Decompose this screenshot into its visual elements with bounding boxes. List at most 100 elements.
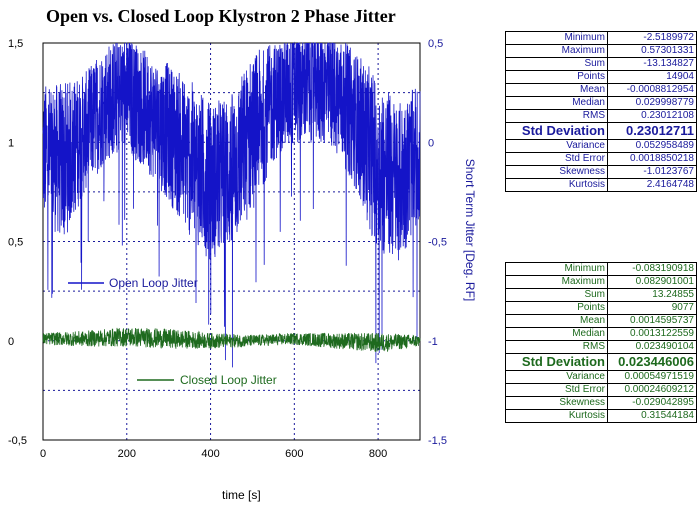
- stats-label: Skewness: [505, 396, 608, 410]
- open-loop-stats-table: Minimum -2.5189972 Maximum 0.57301331 Sum -13…: [505, 31, 697, 192]
- y2-tick-label: -1: [428, 336, 438, 348]
- stats-label: Minimum: [505, 31, 608, 45]
- stats-row: Skewness -1.0123767: [505, 165, 697, 179]
- stats-label: Sum: [505, 57, 608, 71]
- stats-row: Std Deviation 0.023446006: [505, 353, 697, 371]
- x-tick-label: 600: [285, 448, 303, 460]
- stats-row: Median 0.029998779: [505, 96, 697, 110]
- stats-row: Sum -13.134827: [505, 57, 697, 71]
- y2-axis-label: Short Term Jitter [Deg. RF]: [463, 158, 477, 302]
- stats-value: -1.0123767: [607, 165, 697, 179]
- stats-label: Std Deviation: [505, 122, 608, 140]
- legend-label-closed: Closed Loop Jitter: [180, 373, 277, 387]
- stats-label: Points: [505, 301, 608, 315]
- x-tick-label: 200: [118, 448, 136, 460]
- stats-value: 0.23012108: [607, 109, 697, 123]
- stats-label: Skewness: [505, 165, 608, 179]
- stats-row: Maximum 0.082901001: [505, 275, 697, 289]
- stats-value: -0.029042895: [607, 396, 697, 410]
- stats-row: Median 0.0013122559: [505, 327, 697, 341]
- stats-label: Minimum: [505, 262, 608, 276]
- stats-label: Maximum: [505, 44, 608, 58]
- y-tick-label: 1: [8, 137, 14, 149]
- closed-loop-series: [42, 327, 421, 353]
- stats-value: 0.0013122559: [607, 327, 697, 341]
- stats-value: -2.5189972: [607, 31, 697, 45]
- stats-label: Variance: [505, 370, 608, 384]
- stats-label: RMS: [505, 109, 608, 123]
- y-tick-label: 1,5: [8, 38, 23, 50]
- plot-frame: [42, 42, 421, 441]
- y2-tick-label: 0: [428, 137, 434, 149]
- stats-label: Std Deviation: [505, 353, 608, 371]
- stats-value: 0.23012711: [607, 122, 697, 140]
- legend: Open Loop Jitter Closed Loop Jitter: [68, 276, 277, 387]
- stats-row: Mean -0.0008812954: [505, 83, 697, 97]
- series-closed-line: [42, 327, 421, 353]
- stats-row: Maximum 0.57301331: [505, 44, 697, 58]
- y2-tick-label: 0,5: [428, 38, 443, 50]
- stats-label: RMS: [505, 340, 608, 354]
- x-tick-label: 0: [40, 448, 46, 460]
- stats-value: 13.24855: [607, 288, 697, 302]
- stats-value: -0.083190918: [607, 262, 697, 276]
- stats-value: 0.0018850218: [607, 152, 697, 166]
- stats-label: Points: [505, 70, 608, 84]
- open-loop-series: [42, 41, 421, 368]
- stats-value: 0.00054971519: [607, 370, 697, 384]
- stats-value: 0.023490104: [607, 340, 697, 354]
- stats-label: Mean: [505, 83, 608, 97]
- y-tick-label: 0: [8, 336, 14, 348]
- stats-row: Minimum -0.083190918: [505, 262, 697, 276]
- stats-value: 2.4164748: [607, 178, 697, 192]
- jitter-chart: Open Loop Jitter Closed Loop Jitter 0 200 4…: [8, 38, 447, 460]
- stats-value: 14904: [607, 70, 697, 84]
- stats-label: Median: [505, 327, 608, 341]
- stats-label: Variance: [505, 139, 608, 153]
- stats-row: Variance 0.00054971519: [505, 370, 697, 384]
- stats-row: Kurtosis 2.4164748: [505, 178, 697, 192]
- chart-title: Open vs. Closed Loop Klystron 2 Phase Ji…: [46, 6, 396, 26]
- stats-value: -13.134827: [607, 57, 697, 71]
- stats-label: Kurtosis: [505, 409, 608, 423]
- series-open-line: [42, 41, 421, 368]
- stats-label: Std Error: [505, 383, 608, 397]
- stats-row: RMS 0.023490104: [505, 340, 697, 354]
- stats-row: Std Error 0.0018850218: [505, 152, 697, 166]
- y-tick-label: 0,5: [8, 237, 23, 249]
- y2-tick-label: -0,5: [428, 237, 447, 249]
- stats-row: Minimum -2.5189972: [505, 31, 697, 45]
- y2-tick-label: -1,5: [428, 435, 447, 447]
- stats-label: Mean: [505, 314, 608, 328]
- stats-row: Variance 0.052958489: [505, 139, 697, 153]
- stats-value: 9077: [607, 301, 697, 315]
- stats-row: RMS 0.23012108: [505, 109, 697, 123]
- stats-row: Std Error 0.00024609212: [505, 383, 697, 397]
- x-tick-label: 800: [369, 448, 387, 460]
- stats-row: Points 14904: [505, 70, 697, 84]
- stats-value: 0.00024609212: [607, 383, 697, 397]
- stats-value: 0.0014595737: [607, 314, 697, 328]
- closed-loop-stats-table: Minimum -0.083190918 Maximum 0.082901001 Sum…: [505, 262, 697, 423]
- stats-row: Kurtosis 0.31544184: [505, 409, 697, 423]
- stats-value: 0.052958489: [607, 139, 697, 153]
- stats-label: Kurtosis: [505, 178, 608, 192]
- stats-value: 0.082901001: [607, 275, 697, 289]
- x-tick-label: 400: [201, 448, 219, 460]
- stats-value: 0.023446006: [607, 353, 697, 371]
- stats-value: 0.31544184: [607, 409, 697, 423]
- stats-row: Mean 0.0014595737: [505, 314, 697, 328]
- stats-value: 0.57301331: [607, 44, 697, 58]
- stats-label: Sum: [505, 288, 608, 302]
- stats-row: Std Deviation 0.23012711: [505, 122, 697, 140]
- stats-row: Points 9077: [505, 301, 697, 315]
- stats-label: Median: [505, 96, 608, 110]
- stats-value: 0.029998779: [607, 96, 697, 110]
- legend-label-open: Open Loop Jitter: [109, 276, 198, 290]
- y-tick-label: -0,5: [8, 435, 27, 447]
- stats-row: Sum 13.24855: [505, 288, 697, 302]
- axis-ticks: 0 200 400 600 800 -0,5 0 0,5 1 1,5 -1,5 -1 -0,5 0 0,5: [8, 38, 447, 460]
- stats-label: Maximum: [505, 275, 608, 289]
- x-axis-label: time [s]: [222, 488, 261, 502]
- stats-value: -0.0008812954: [607, 83, 697, 97]
